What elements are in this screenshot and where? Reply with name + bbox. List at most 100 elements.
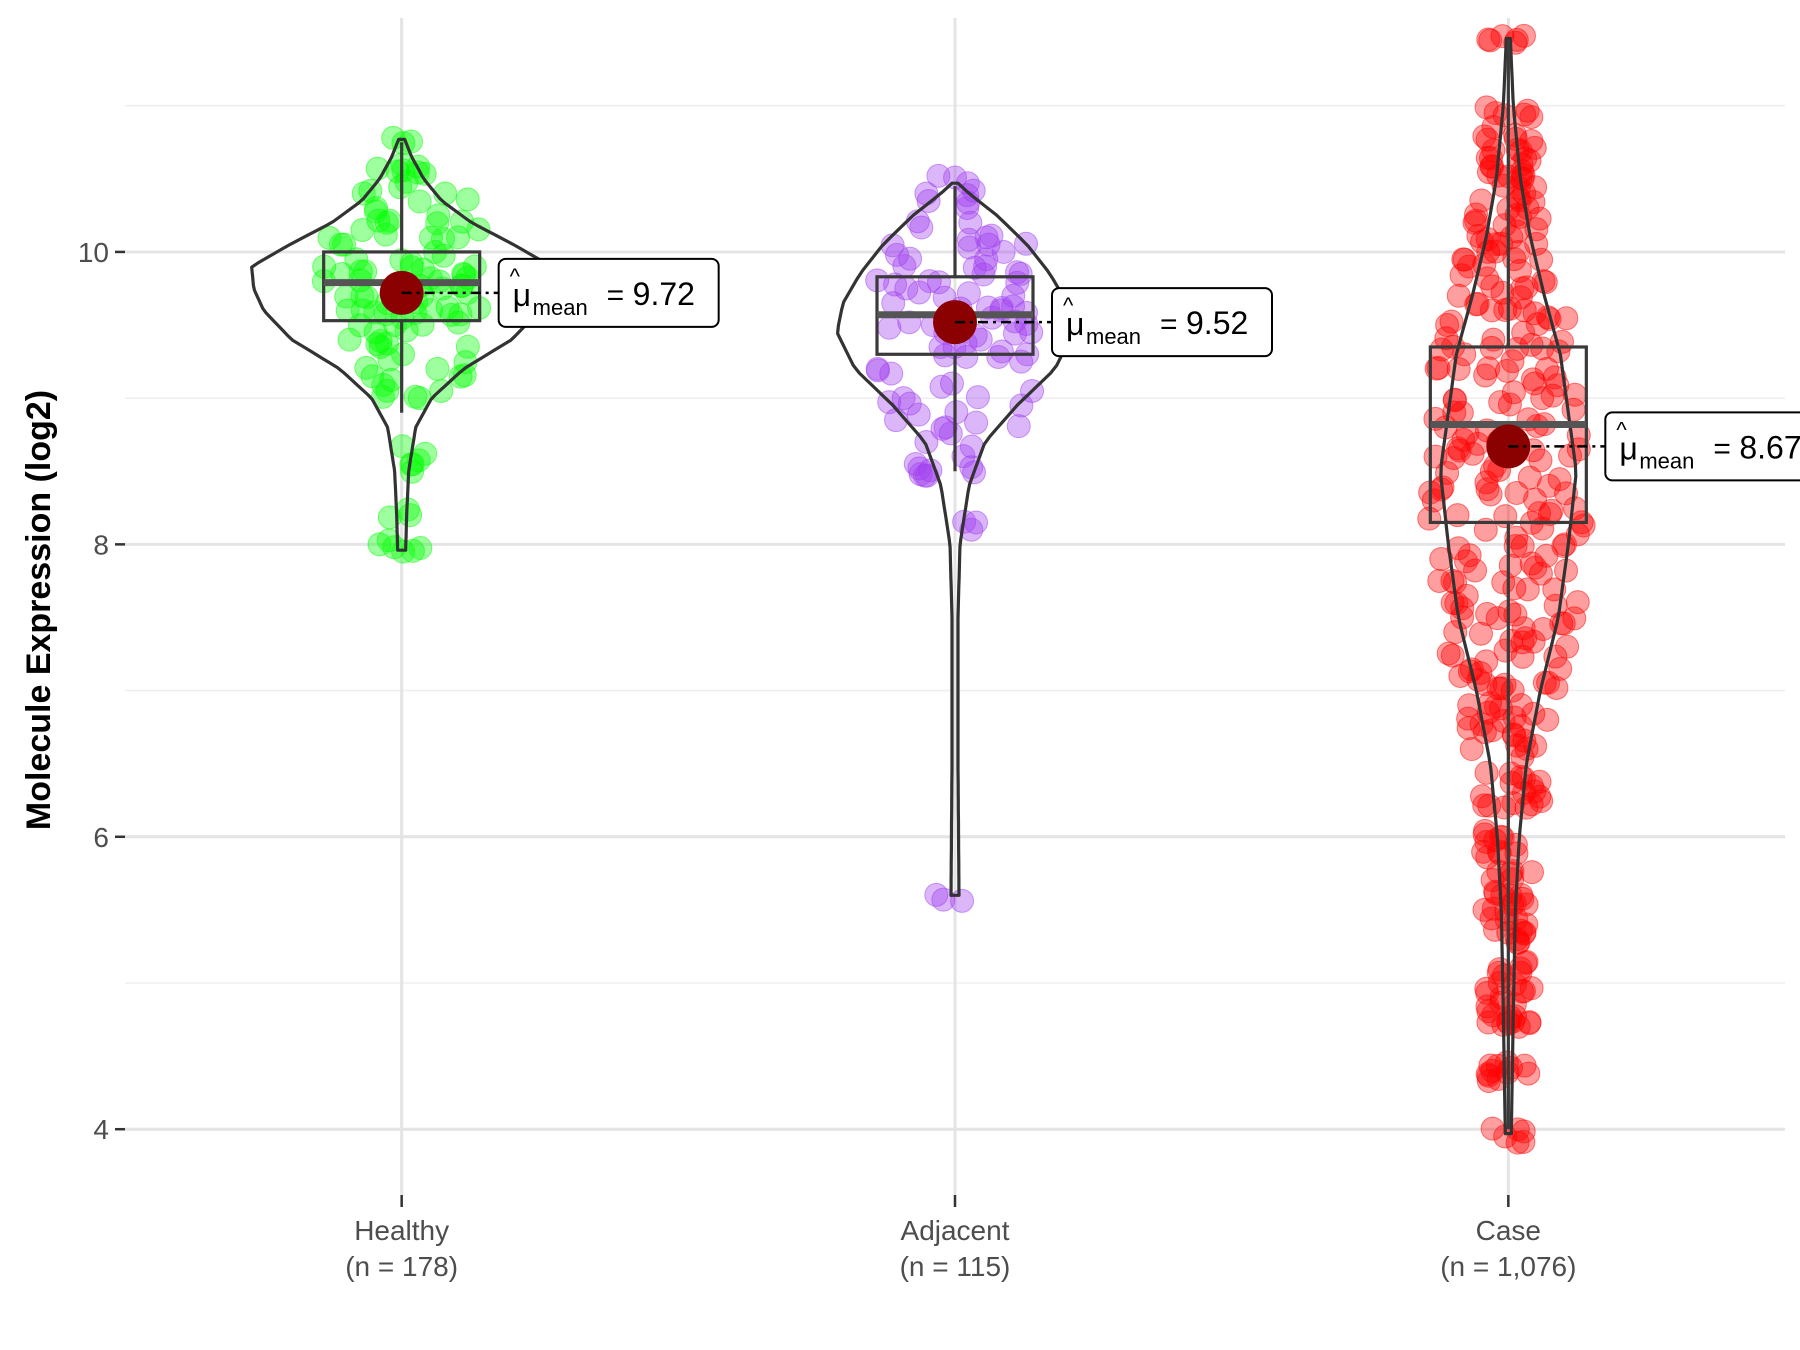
data-point (1519, 860, 1544, 885)
data-point (1504, 480, 1529, 505)
axis-layer: 4 6 8 10 Healthy (n = 178) Adjacent (n = 115) Ca… (78, 237, 1577, 1282)
data-point (1464, 202, 1489, 227)
data-point (1505, 1130, 1530, 1155)
x-tick-label: Case (1476, 1215, 1541, 1246)
data-point (1504, 525, 1529, 550)
data-point (1446, 536, 1471, 561)
data-point (1562, 606, 1587, 631)
data-point (1452, 247, 1477, 272)
data-point (959, 517, 984, 542)
mean-label-subscript: mean (533, 295, 588, 320)
mean-label-box (1051, 287, 1273, 358)
x-tick-n-label: (n = 115) (900, 1251, 1011, 1282)
data-point (1511, 616, 1536, 641)
data-point (413, 441, 438, 466)
data-point (1565, 590, 1590, 615)
data-point (400, 459, 425, 484)
data-point (1505, 336, 1530, 361)
data-point (1476, 356, 1501, 381)
mean-label-hat: ^ (510, 264, 521, 289)
data-point (1563, 496, 1588, 521)
data-point (1474, 829, 1499, 854)
x-tick-label: Healthy (354, 1215, 449, 1246)
data-point (1488, 390, 1513, 415)
violin-healthy (250, 137, 554, 552)
data-point (929, 374, 954, 399)
data-point (426, 203, 451, 228)
data-point (425, 211, 450, 236)
data-point (1475, 1062, 1500, 1087)
data-point (1456, 706, 1481, 731)
data-point (351, 181, 376, 206)
data-point (435, 295, 460, 320)
data-point (1427, 568, 1452, 593)
mean-label-value: 9.72 (633, 276, 695, 312)
data-point (879, 361, 904, 386)
data-point (1472, 897, 1497, 922)
data-point (1451, 427, 1476, 452)
data-point (1544, 675, 1569, 700)
data-point (931, 887, 956, 912)
data-point (903, 451, 928, 476)
x-tick-n-label: (n = 178) (345, 1251, 458, 1282)
data-point (1498, 553, 1523, 578)
data-point (1468, 621, 1493, 646)
data-point (1446, 283, 1471, 308)
data-point (1503, 832, 1528, 857)
data-point (926, 270, 951, 295)
data-point (1547, 467, 1572, 492)
mean-label-equals: = (1713, 432, 1731, 465)
data-point (1480, 1116, 1505, 1141)
data-point (991, 239, 1016, 264)
mean-label-symbol: μ (1066, 306, 1084, 342)
data-point (1459, 737, 1484, 762)
data-point (939, 371, 964, 396)
x-tick-label: Adjacent (901, 1215, 1010, 1246)
data-point (455, 334, 480, 359)
data-point (1476, 27, 1501, 52)
data-point (462, 254, 487, 279)
data-point (1440, 643, 1465, 668)
data-point (1463, 558, 1488, 583)
mean-label-equals: = (607, 279, 625, 312)
data-point (406, 448, 431, 473)
data-point (1552, 532, 1577, 557)
data-point (951, 444, 976, 469)
data-point (1512, 920, 1537, 945)
data-point (407, 189, 432, 214)
data-point (1426, 355, 1451, 380)
data-point (379, 367, 404, 392)
data-point (1527, 769, 1552, 794)
box-healthy (322, 250, 482, 323)
data-point (1517, 465, 1542, 490)
data-point (943, 165, 968, 190)
y-tick-label: 10 (78, 237, 109, 268)
data-point (1537, 502, 1562, 527)
data-point (425, 356, 450, 381)
data-point (1486, 676, 1511, 701)
data-point (350, 218, 375, 243)
x-tick-n-label: (n = 1,076) (1440, 1251, 1576, 1282)
data-point (430, 226, 455, 251)
y-axis-label: Molecule Expression (log2) (20, 390, 58, 830)
data-point (1486, 960, 1511, 985)
data-point (958, 210, 983, 235)
data-point (1434, 326, 1459, 351)
data-point (965, 385, 990, 410)
data-point (1006, 414, 1031, 439)
data-point (1510, 630, 1535, 655)
y-tick-label: 6 (93, 822, 109, 853)
mean-label-hat: ^ (1063, 293, 1074, 318)
data-point (1474, 649, 1499, 674)
data-point (909, 215, 934, 240)
data-point (1462, 210, 1487, 235)
data-point (1469, 188, 1494, 213)
data-point (989, 339, 1014, 364)
mean-label-box (1604, 411, 1800, 482)
data-point (1510, 276, 1535, 301)
data-point (1475, 994, 1500, 1019)
data-point (1529, 789, 1554, 814)
mean-label-symbol: μ (1619, 430, 1637, 466)
